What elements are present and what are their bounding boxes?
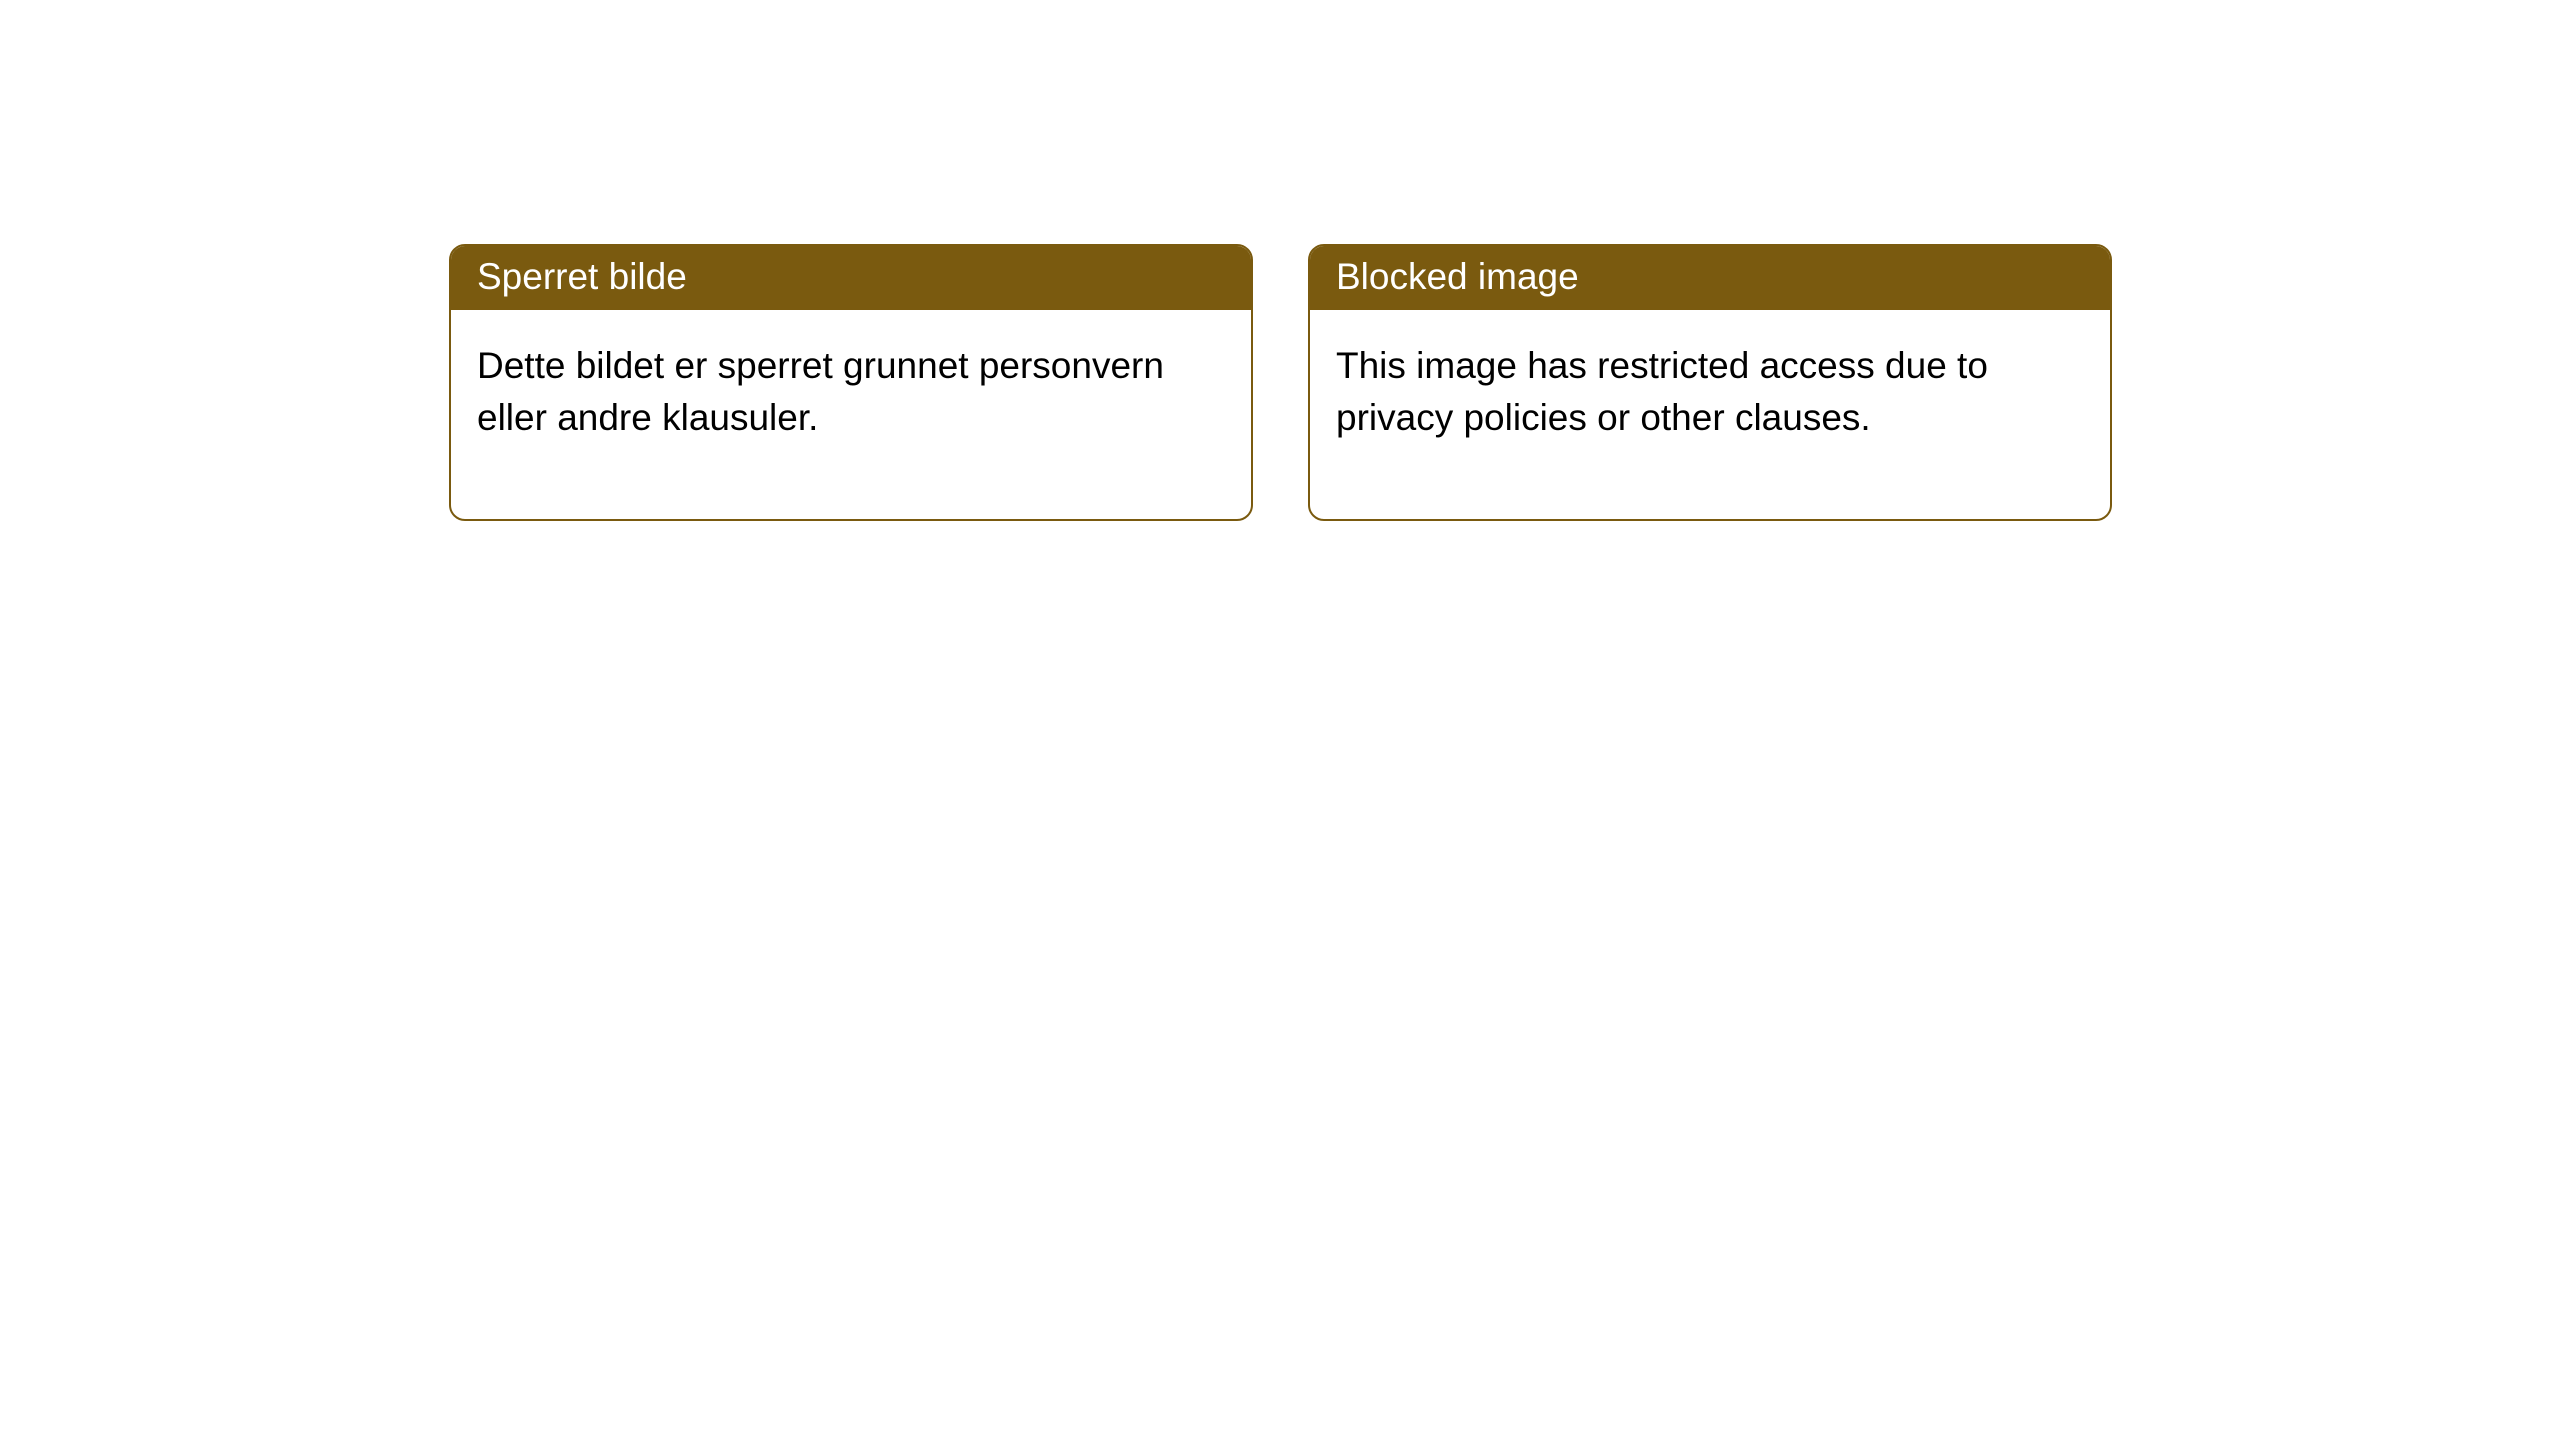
card-body-text: This image has restricted access due to … (1336, 345, 1988, 438)
notice-card-norwegian: Sperret bilde Dette bildet er sperret gr… (449, 244, 1253, 521)
card-header: Sperret bilde (451, 246, 1251, 310)
card-body: Dette bildet er sperret grunnet personve… (451, 310, 1251, 519)
card-body-text: Dette bildet er sperret grunnet personve… (477, 345, 1164, 438)
notice-cards-container: Sperret bilde Dette bildet er sperret gr… (449, 244, 2112, 521)
card-title: Sperret bilde (477, 256, 687, 297)
notice-card-english: Blocked image This image has restricted … (1308, 244, 2112, 521)
card-body: This image has restricted access due to … (1310, 310, 2110, 519)
card-header: Blocked image (1310, 246, 2110, 310)
card-title: Blocked image (1336, 256, 1579, 297)
